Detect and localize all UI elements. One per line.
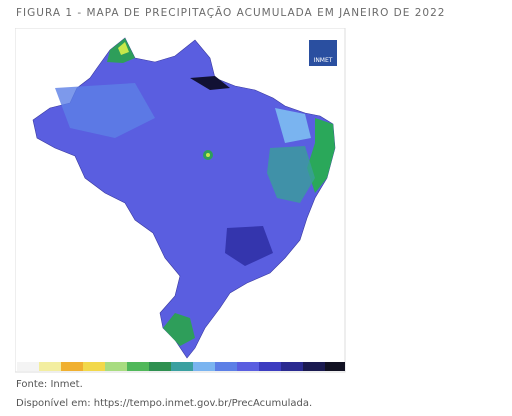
logo-box	[309, 40, 337, 66]
swatch	[237, 362, 259, 371]
region-patch	[225, 226, 273, 266]
swatch	[259, 362, 281, 371]
swatch	[281, 362, 303, 371]
region-patch	[55, 83, 155, 138]
region-patch	[275, 108, 311, 143]
region-patch	[307, 118, 335, 193]
swatch	[17, 362, 39, 371]
swatch	[171, 362, 193, 371]
swatch	[303, 362, 325, 371]
swatch	[39, 362, 61, 371]
region-patch	[163, 313, 195, 346]
region-patch	[118, 42, 129, 55]
swatch	[105, 362, 127, 371]
swatch	[127, 362, 149, 371]
availability-note: Disponível em: https://tempo.inmet.gov.b…	[16, 398, 313, 409]
figure-title: FIGURA 1 - MAPA DE PRECIPITAÇÃO ACUMULAD…	[16, 7, 446, 19]
swatch	[325, 362, 345, 371]
color-scale	[17, 362, 345, 371]
logo-text: INMET	[314, 57, 333, 64]
swatch	[83, 362, 105, 371]
region-patch	[206, 153, 210, 157]
map: INMET	[15, 28, 346, 373]
region-patch	[267, 146, 315, 203]
source-note: Fonte: Inmet.	[16, 379, 83, 390]
swatch	[61, 362, 83, 371]
swatch	[215, 362, 237, 371]
swatch	[193, 362, 215, 371]
swatch	[149, 362, 171, 371]
region-patch	[190, 76, 230, 90]
